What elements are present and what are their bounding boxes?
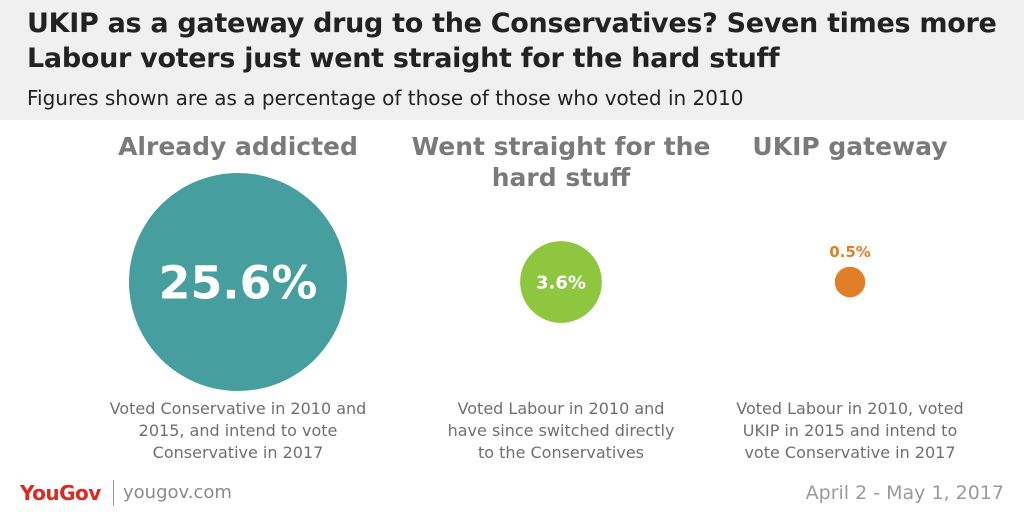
description-line: Voted Labour in 2010, voted xyxy=(736,399,964,418)
description-line: vote Conservative in 2017 xyxy=(744,443,956,462)
description-line: to the Conservatives xyxy=(478,443,644,462)
chart-subtitle: Figures shown are as a percentage of tho… xyxy=(27,86,744,110)
bubble-went-straight xyxy=(520,241,602,323)
header-band xyxy=(0,0,1024,120)
heading-went-straight: Went straight for the hard stuff xyxy=(411,131,711,193)
description-line: UKIP in 2015 and intend to xyxy=(742,421,958,440)
heading-already-addicted: Already addicted xyxy=(88,131,388,162)
description-ukip-gateway: Voted Labour in 2010, voted UKIP in 2015… xyxy=(700,398,1000,464)
heading-line: hard stuff xyxy=(491,163,631,192)
description-line: have since switched directly xyxy=(447,421,675,440)
title-line-2: Labour voters just went straight for the… xyxy=(27,43,780,74)
title-line-1: UKIP as a gateway drug to the Conservati… xyxy=(27,8,997,39)
yougov-logo: YouGov xyxy=(20,481,101,505)
date-range: April 2 - May 1, 2017 xyxy=(805,482,1004,504)
description-line: 2015, and intend to vote xyxy=(138,421,338,440)
value-label-already-addicted: 25.6% xyxy=(159,256,318,309)
description-line: Voted Labour in 2010 and xyxy=(457,399,665,418)
bubble-ukip-gateway xyxy=(834,266,866,298)
value-label-went-straight: 3.6% xyxy=(536,272,586,293)
heading-ukip-gateway: UKIP gateway xyxy=(700,131,1000,162)
heading-line: UKIP gateway xyxy=(752,132,948,161)
description-went-straight: Voted Labour in 2010 and have since swit… xyxy=(411,398,711,464)
bubble-already-addicted xyxy=(129,173,347,391)
heading-line: Already addicted xyxy=(118,132,358,161)
footer-url: yougov.com xyxy=(123,482,232,503)
heading-line: Went straight for the xyxy=(411,132,711,161)
chart-title: UKIP as a gateway drug to the Conservati… xyxy=(27,6,1007,76)
value-label-ukip-gateway: 0.5% xyxy=(829,243,871,261)
footer-divider xyxy=(113,480,114,506)
description-line: Conservative in 2017 xyxy=(152,443,324,462)
description-line: Voted Conservative in 2010 and xyxy=(109,399,367,418)
description-already-addicted: Voted Conservative in 2010 and 2015, and… xyxy=(88,398,388,464)
